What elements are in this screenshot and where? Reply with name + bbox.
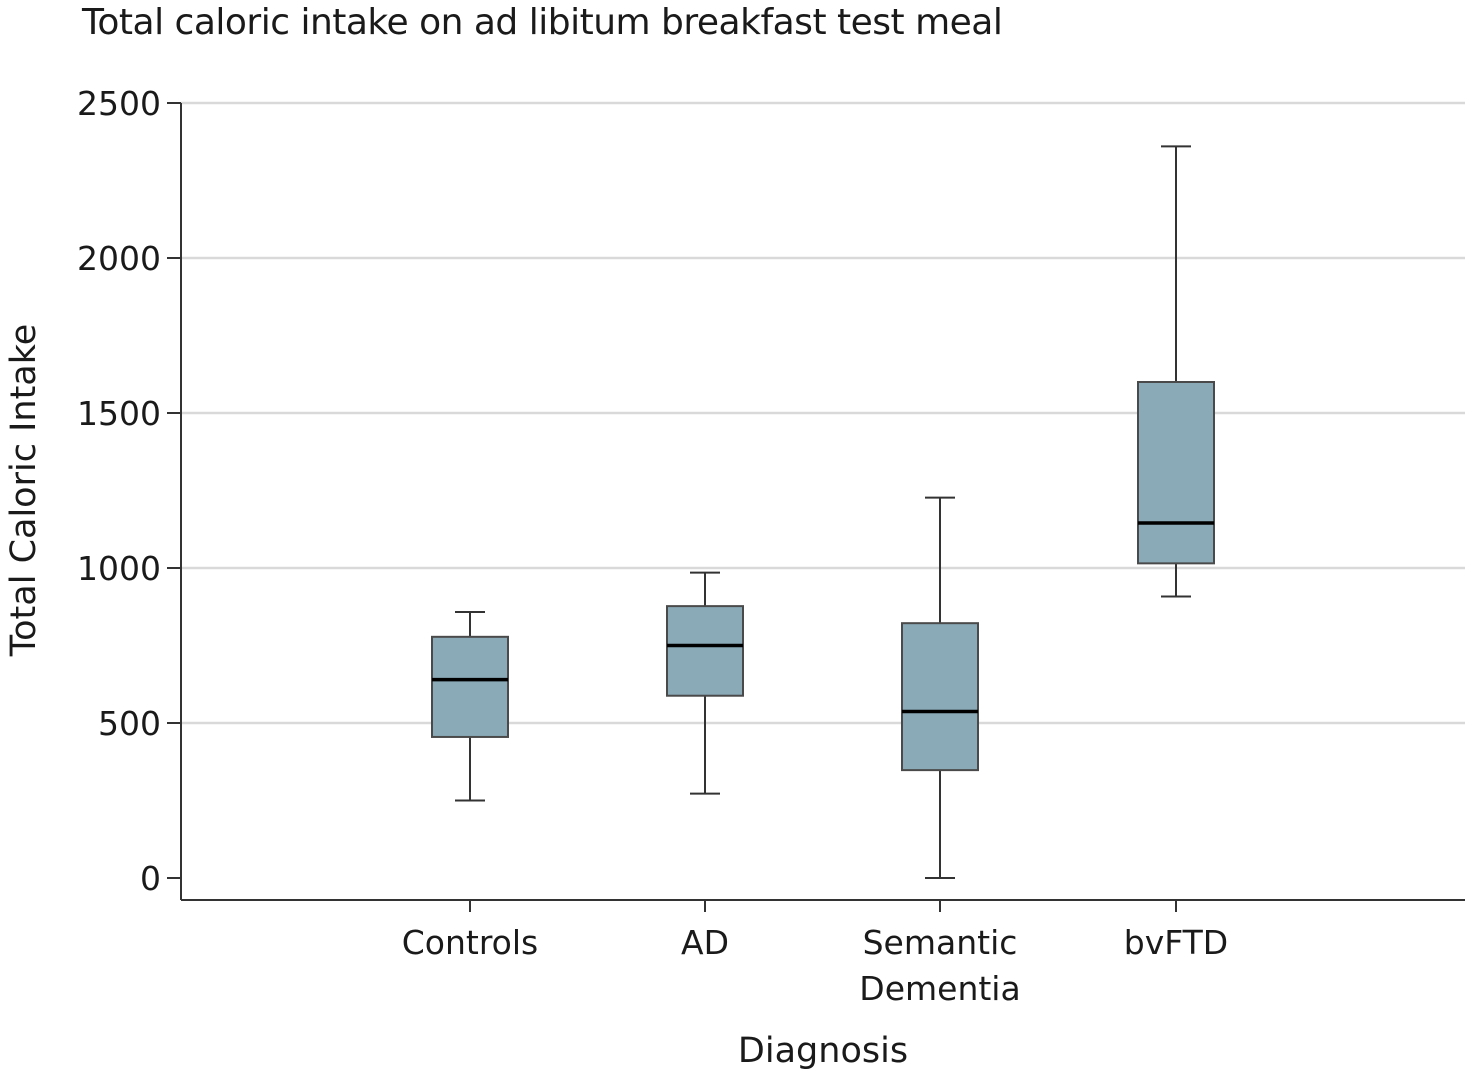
x-tick-label-bvftd: bvFTD xyxy=(1124,923,1228,962)
x-tick-label-ad: AD xyxy=(681,923,729,962)
iqr-box-controls xyxy=(431,635,509,738)
y-tick-label-2500: 2500 xyxy=(77,84,161,123)
gridlines xyxy=(181,101,1465,725)
box-bvftd xyxy=(1137,145,1215,598)
iqr-box-bvftd xyxy=(1137,381,1215,565)
x-axis-title: Diagnosis xyxy=(738,1031,908,1071)
chart-title: Total caloric intake on ad libitum break… xyxy=(82,2,1003,43)
y-tick-label-1500: 1500 xyxy=(77,394,161,433)
y-tick-label-2000: 2000 xyxy=(77,239,161,278)
box-ad xyxy=(666,571,744,795)
iqr-box-ad xyxy=(666,605,744,697)
box-semantic-dementia xyxy=(901,496,979,879)
y-axis-title: Total Caloric Intake xyxy=(4,324,44,658)
y-tick-label-1000: 1000 xyxy=(77,549,161,588)
x-tick-label-semantic-dementia-1: Dementia xyxy=(859,969,1020,1008)
axes: 0 500 1000 1500 2000 2500 Controls AD Semantic De… xyxy=(77,84,1465,1008)
y-tick-label-0: 0 xyxy=(140,859,161,898)
y-tick-label-500: 500 xyxy=(98,704,161,743)
x-tick-label-controls: Controls xyxy=(402,923,538,962)
boxplots xyxy=(431,145,1215,879)
x-tick-label-semantic-dementia: Semantic xyxy=(863,923,1018,962)
box-controls xyxy=(431,611,509,802)
iqr-box-semantic-dementia xyxy=(901,622,979,772)
